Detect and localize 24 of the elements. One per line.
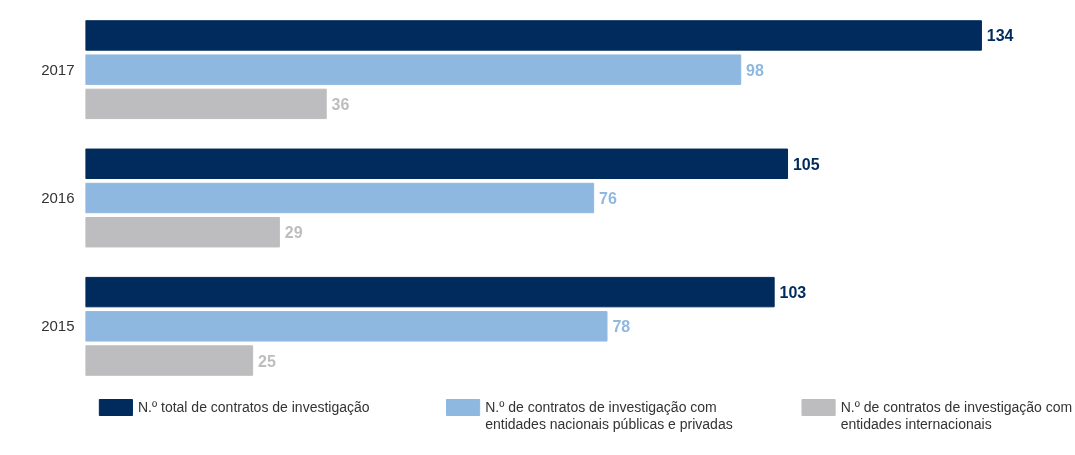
data-label: 25 (258, 352, 276, 370)
data-label: 103 (779, 284, 807, 302)
bar (85, 148, 789, 179)
bar (85, 311, 608, 342)
data-label: 98 (746, 61, 764, 79)
data-label: 76 (599, 190, 617, 207)
y-tick-label: 2015 (41, 317, 75, 335)
legend-label: N.º de contratos de investigação com entidades nacionais públicas e privadas (485, 398, 733, 433)
data-label: 105 (792, 155, 820, 173)
data-label: 78 (612, 318, 631, 336)
data-label: 134 (986, 27, 1014, 45)
legend-label: N.º de contratos de investigação com entidades internacionais (840, 398, 1073, 433)
y-tick-label: 2017 (41, 60, 75, 78)
bar (85, 54, 742, 85)
bar (85, 182, 595, 214)
bar (85, 88, 327, 120)
y-tick-label: 2016 (41, 189, 75, 206)
bar (85, 20, 982, 51)
bar (85, 276, 775, 308)
data-label: 29 (284, 224, 303, 242)
legend-label: N.º total de contratos de investigação (137, 398, 370, 415)
bar (85, 217, 280, 248)
bar (85, 345, 254, 376)
data-label: 36 (331, 95, 350, 113)
